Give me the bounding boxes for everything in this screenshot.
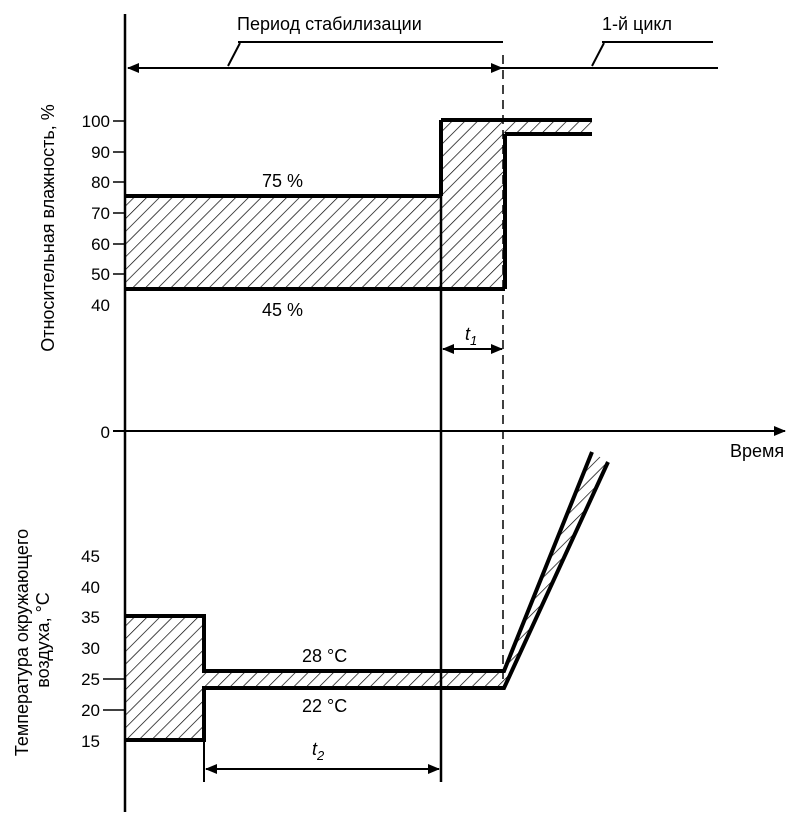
cycle-label: 1-й цикл <box>602 14 672 34</box>
temperature-tick-25: 25 <box>81 670 100 689</box>
temperature-lower-label: 22 °C <box>302 696 347 716</box>
temperature-tick-20: 20 <box>81 701 100 720</box>
humidity-tick-50: 50 <box>91 265 110 284</box>
humidity-ticks: 100 90 80 70 60 50 40 <box>82 112 125 315</box>
temperature-upper-limit <box>125 451 594 673</box>
cycle-label-leader <box>591 42 605 67</box>
temperature-tick-35: 35 <box>81 608 100 627</box>
temperature-tick-45: 45 <box>81 547 100 566</box>
period-label: Период стабилизации <box>237 14 422 34</box>
temperature-tick-40: 40 <box>81 578 100 597</box>
temperature-tick-15: 15 <box>81 732 100 751</box>
humidity-tick-70: 70 <box>91 204 110 223</box>
temperature-upper-label: 28 °C <box>302 646 347 666</box>
humidity-tick-90: 90 <box>91 143 110 162</box>
temperature-axis-title: Температура окружающего воздуха, °С <box>12 524 53 756</box>
temperature-tick-30: 30 <box>81 639 100 658</box>
humidity-axis-title: Относительная влажность, % <box>38 104 58 352</box>
temperature-axis-title-line2: воздуха, °С <box>33 592 53 688</box>
time-axis-label: Время <box>730 441 784 461</box>
humidity-tick-80: 80 <box>91 173 110 192</box>
humidity-upper-label: 75 % <box>262 171 303 191</box>
t1-label: t1 <box>465 324 477 348</box>
humidity-lower-label: 45 % <box>262 300 303 320</box>
t2-label: t2 <box>312 739 325 763</box>
humidity-tick-40: 40 <box>91 296 110 315</box>
humidity-band <box>125 120 592 289</box>
humidity-tick-100: 100 <box>82 112 110 131</box>
temperature-ticks: 45 40 35 30 25 20 15 <box>81 547 125 751</box>
temperature-initial-band <box>125 616 204 740</box>
temperature-band <box>204 671 504 688</box>
temperature-lower-limit <box>125 461 610 742</box>
temperature-axis-title-line1: Температура окружающего <box>12 529 32 756</box>
period-label-leader <box>227 42 241 67</box>
zero-label: 0 <box>101 423 110 442</box>
humidity-tick-60: 60 <box>91 235 110 254</box>
